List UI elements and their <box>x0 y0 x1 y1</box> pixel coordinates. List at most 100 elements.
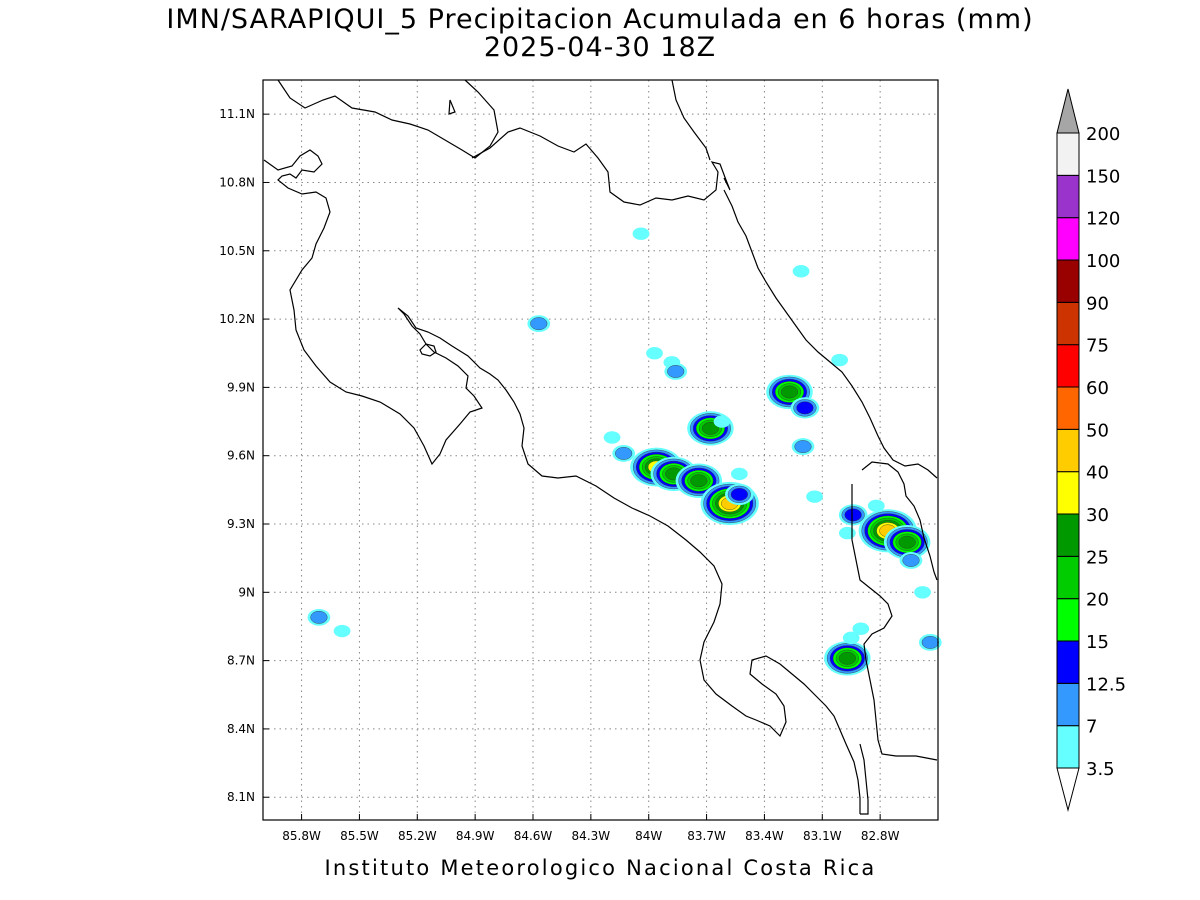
precipitation-field <box>307 227 942 676</box>
precip-contour <box>898 535 916 549</box>
precip-contour <box>615 447 633 460</box>
precip-contour <box>921 636 939 649</box>
precip-contour <box>603 431 621 444</box>
colorbar-label: 30 <box>1086 505 1109 526</box>
colorbar-label: 40 <box>1086 463 1109 484</box>
colorbar-label: 12.5 <box>1086 674 1126 695</box>
tick-label-lon: 84.9W <box>456 829 495 843</box>
tick-label-lon: 85.8W <box>282 829 321 843</box>
colorbar-swatch <box>1056 513 1080 557</box>
tick-label-lon: 84.3W <box>572 829 611 843</box>
precip-contour <box>838 651 856 665</box>
colorbar-swatch <box>1056 682 1080 727</box>
tick-label-lat: 9.6N <box>227 449 255 463</box>
coastline-caribbean <box>723 189 938 479</box>
colorbar-swatch <box>1056 640 1080 684</box>
tick-label-lat: 11.1N <box>219 107 255 121</box>
precip-contour <box>914 586 931 599</box>
tick-label-lon: 85.5W <box>340 829 379 843</box>
precip-contour <box>701 421 719 435</box>
tick-label-lat: 9.9N <box>227 380 255 394</box>
precip-contour <box>730 467 748 481</box>
precip-contour <box>796 401 814 415</box>
precip-contour <box>780 385 799 399</box>
colorbar-swatch <box>1056 217 1080 261</box>
colorbar-swatch <box>1056 555 1080 600</box>
tick-label-lon: 83.4W <box>745 829 784 843</box>
precip-contour <box>646 347 663 360</box>
colorbar-label: 90 <box>1086 293 1109 314</box>
colorbar-swatch <box>1056 725 1080 769</box>
colorbar-swatch <box>1056 344 1080 388</box>
colorbar-swatch <box>1056 174 1080 219</box>
border-panama <box>861 461 938 581</box>
precip-contour <box>333 624 351 638</box>
tick-label-lon: 84W <box>635 829 662 843</box>
footer-institution: Instituto Meteorologico Nacional Costa R… <box>324 856 877 880</box>
colorbar-label: 100 <box>1086 251 1120 272</box>
lake-nicaragua-islet <box>448 99 456 115</box>
precip-contour <box>530 317 548 331</box>
precip-contour <box>310 610 328 624</box>
precip-contour <box>867 499 885 512</box>
colorbar-label: 60 <box>1086 378 1109 399</box>
map-title: IMN/SARAPIQUI_5 Precipitacion Acumulada … <box>166 4 1034 35</box>
tick-label-lat: 10.5N <box>219 244 255 258</box>
colorbar-label: 75 <box>1086 336 1109 357</box>
colorbar-label: 3.5 <box>1086 759 1115 780</box>
colorbar-swatch <box>1056 132 1080 176</box>
coastline-burica <box>859 743 869 815</box>
precip-contour <box>844 508 862 522</box>
coastline-north <box>277 79 499 159</box>
border-panama-south <box>851 484 938 761</box>
precip-contour <box>838 526 856 540</box>
colorbar-label: 20 <box>1086 590 1109 611</box>
precip-contour <box>831 353 849 367</box>
precip-contour <box>632 227 650 240</box>
tick-label-lon: 85.2W <box>398 829 437 843</box>
tick-label-lon: 83.1W <box>803 829 842 843</box>
colorbar-swatch <box>1056 428 1080 473</box>
precip-contour <box>690 474 708 488</box>
precip-contour <box>713 415 731 428</box>
colorbar-swatch <box>1056 259 1080 303</box>
precip-contour <box>852 622 870 635</box>
latitude-axis: 11.1N 10.8N 10.5N 10.2N 9.9N 9.6N 9.3N 9N 8.7N 8.… <box>219 107 269 804</box>
coastline-nicaragua-east <box>671 79 711 161</box>
colorbar-swatch <box>1056 598 1080 642</box>
map-frame <box>262 79 939 821</box>
tick-label-lon: 83.7W <box>687 829 726 843</box>
tick-label-lat: 8.4N <box>227 722 255 736</box>
colorbar-swatch <box>1056 471 1080 515</box>
precip-contour <box>806 490 823 503</box>
border-nicaragua <box>471 127 731 206</box>
precip-contour <box>667 365 685 378</box>
tick-label-lat: 8.7N <box>227 654 255 668</box>
precip-contour <box>902 554 920 567</box>
colorbar-label: 150 <box>1086 166 1120 187</box>
colorbar-swatch <box>1056 386 1080 430</box>
colorbar-under-arrow <box>1056 767 1080 812</box>
colorbar-legend: 3.5 7 12.5 15 20 25 30 40 50 60 75 90 100 120 150 200 <box>1056 88 1126 812</box>
colorbar-label: 200 <box>1086 124 1120 145</box>
colorbar-swatch <box>1056 301 1080 346</box>
colorbar-label: 25 <box>1086 547 1109 568</box>
tick-label-lon: 82.8W <box>861 829 900 843</box>
nicoya-islet <box>419 343 437 357</box>
colorbar-label: 120 <box>1086 209 1120 230</box>
coastline <box>263 79 938 815</box>
map-grid <box>263 80 938 820</box>
precip-contour <box>842 631 860 645</box>
longitude-axis: 85.8W 85.5W 85.2W 84.9W 84.6W 84.3W 84W 83.7W 83… <box>282 814 900 843</box>
precip-contour <box>730 487 748 501</box>
colorbar-over-arrow <box>1056 88 1080 134</box>
tick-label-lat: 9.3N <box>227 517 255 531</box>
tick-label-lat: 8.1N <box>227 790 255 804</box>
colorbar-label: 15 <box>1086 632 1109 653</box>
colorbar-label: 7 <box>1086 717 1097 738</box>
precip-contour <box>794 440 812 453</box>
precip-contour <box>792 265 810 278</box>
tick-label-lat: 10.8N <box>219 175 255 189</box>
tick-label-lat: 10.2N <box>219 312 255 326</box>
